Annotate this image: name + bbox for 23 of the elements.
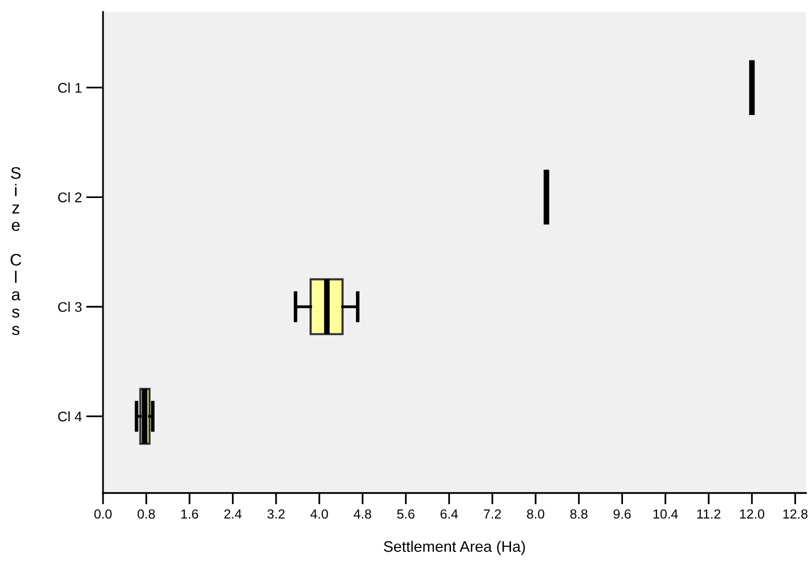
x-tick-label: 1.6 <box>181 509 198 519</box>
x-tick-label: 0.8 <box>138 509 155 519</box>
x-tick-label: 9.6 <box>614 509 631 519</box>
x-tick-label: 6.4 <box>440 509 458 519</box>
x-tick-label: 11.2 <box>697 509 720 519</box>
x-tick-label: 12.8 <box>783 509 808 519</box>
x-tick-label: 8.8 <box>570 509 588 519</box>
x-tick-label: 4.8 <box>354 509 372 519</box>
x-tick-label: 2.4 <box>224 509 242 519</box>
y-tick-label: Cl 1 <box>58 82 82 93</box>
x-tick-label: 7.2 <box>484 509 501 519</box>
x-axis-title: Settlement Area (Ha) <box>384 540 525 555</box>
x-tick-label: 5.6 <box>397 509 414 519</box>
x-tick-label: 8.0 <box>527 509 544 519</box>
x-tick-label: 0.0 <box>94 509 112 519</box>
x-tick-label: 12.0 <box>740 509 764 519</box>
text: Size Class <box>10 167 22 336</box>
x-tick-label: 4.0 <box>310 509 328 519</box>
y-tick-label: Cl 4 <box>58 411 82 422</box>
x-tick-label: 10.4 <box>654 509 678 519</box>
y-tick-label: Cl 3 <box>58 302 82 312</box>
y-tick-label: Cl 2 <box>58 192 82 202</box>
x-tick-label: 3.2 <box>267 509 285 519</box>
